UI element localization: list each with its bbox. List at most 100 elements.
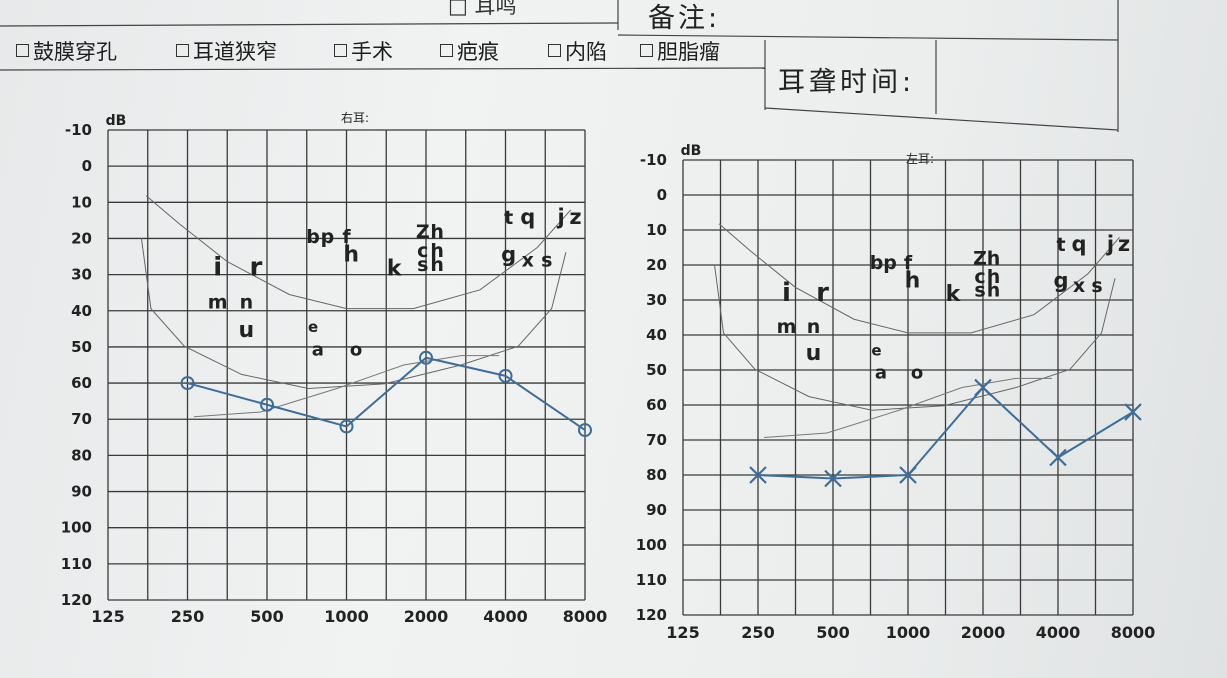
y-tick-label: 30 <box>646 291 667 309</box>
speech-sound-label: p <box>321 226 335 248</box>
speech-sound-label: z <box>569 205 581 229</box>
speech-sound-label: c <box>417 240 428 262</box>
speech-sound-label: x <box>1073 275 1085 297</box>
x-tick-label: 125 <box>666 623 699 642</box>
y-tick-label: 0 <box>82 157 92 175</box>
speech-sound-label: x <box>522 249 534 271</box>
threshold-marker-o <box>339 419 354 434</box>
y-tick-label: 60 <box>71 374 92 392</box>
speech-sound-label: m <box>777 316 797 338</box>
x-tick-label: 8000 <box>1111 623 1156 642</box>
threshold-marker-o <box>498 368 513 383</box>
cut-off-text: □ 耳鸣 <box>448 0 517 18</box>
chart-title: 右耳: <box>341 110 369 125</box>
y-tick-label: 20 <box>71 229 92 247</box>
speech-sound-label: s <box>541 249 552 271</box>
speech-sound-label: s <box>974 280 985 302</box>
speech-sound-label: b <box>306 226 320 248</box>
speech-banana-lower-curve <box>714 264 1116 411</box>
checkbox-scar[interactable]: 疤痕 <box>440 36 499 66</box>
speech-sound-label: m <box>208 292 228 314</box>
checkbox-label: 胆脂瘤 <box>657 40 720 64</box>
speech-sound-label: h <box>905 268 921 293</box>
x-tick-label: 125 <box>91 607 124 626</box>
speech-sound-label: i <box>213 253 222 283</box>
y-tick-label: -10 <box>65 121 92 139</box>
y-tick-label: 80 <box>646 466 667 484</box>
speech-sound-label: e <box>871 342 881 360</box>
x-tick-label: 500 <box>816 623 849 642</box>
speech-sound-label: n <box>240 292 254 314</box>
series-line-segment <box>504 375 586 431</box>
checkbox-box[interactable] <box>16 44 29 57</box>
checkbox-label: 手术 <box>351 40 393 64</box>
speech-sound-label: n <box>807 316 821 338</box>
speech-sound-label: k <box>946 282 962 307</box>
speech-sound-label: t <box>504 207 513 229</box>
x-tick-label: 250 <box>741 623 774 642</box>
y-tick-label: 80 <box>71 446 92 464</box>
form-header: □ 耳鸣 备注: 鼓膜穿孔 耳道狭窄 手术 疤痕 内陷 胆脂瘤 耳聋时间: <box>0 0 1227 140</box>
threshold-marker-o <box>578 423 592 438</box>
speech-sound-label: f <box>342 226 351 248</box>
checkbox-box[interactable] <box>640 44 653 57</box>
series-line-segment <box>425 356 506 377</box>
x-tick-label: 250 <box>171 607 204 626</box>
y-tick-label: 10 <box>71 193 92 211</box>
speech-sound-label: o <box>911 362 923 383</box>
checkbox-surgery[interactable]: 手术 <box>334 36 393 66</box>
threshold-marker-x <box>749 466 767 484</box>
y-axis-label: dB <box>681 143 702 159</box>
y-tick-label: 40 <box>71 302 92 320</box>
checkbox-box[interactable] <box>440 44 453 57</box>
remark-label: 备注: <box>648 3 721 34</box>
threshold-marker-o <box>260 397 274 412</box>
speech-sound-label: Z <box>416 221 430 243</box>
threshold-marker-o <box>180 376 195 391</box>
y-tick-label: 90 <box>646 501 667 519</box>
checkbox-retraction[interactable]: 内陷 <box>548 36 607 66</box>
x-tick-label: 1000 <box>886 623 931 642</box>
speech-sound-label: a <box>875 362 887 383</box>
speech-sound-label: k <box>387 257 403 282</box>
y-tick-label: 30 <box>71 266 92 284</box>
y-tick-label: 20 <box>646 256 667 274</box>
series-line-segment <box>187 382 268 406</box>
speech-sound-label: p <box>883 252 897 274</box>
checkbox-label: 内陷 <box>565 40 607 64</box>
x-tick-label: 2000 <box>404 607 449 626</box>
checkbox-box[interactable] <box>334 44 347 57</box>
y-tick-label: 120 <box>61 591 92 609</box>
chart-title: 左耳: <box>906 151 934 166</box>
checkbox-canal-stenosis[interactable]: 耳道狭窄 <box>176 36 277 66</box>
speech-sound-label: q <box>520 205 535 229</box>
threshold-marker-x <box>1124 403 1142 421</box>
checkbox-eardrum-perforation[interactable]: 鼓膜穿孔 <box>16 36 117 66</box>
speech-banana-upper-curve <box>145 195 572 310</box>
y-tick-label: 10 <box>646 221 667 239</box>
checkbox-box[interactable] <box>548 44 561 57</box>
threshold-marker-x <box>1049 448 1067 467</box>
checkbox-label: 耳道狭窄 <box>193 40 277 64</box>
series-line-segment <box>757 474 834 480</box>
speech-sound-label: e <box>308 318 318 336</box>
speech-banana-lower-curve <box>140 238 567 390</box>
series-line-segment <box>907 386 984 476</box>
speech-sound-label: s <box>417 254 428 276</box>
checkbox-cholesteatoma[interactable]: 胆脂瘤 <box>640 36 720 66</box>
y-tick-label: 100 <box>61 519 92 537</box>
speech-sound-label: h <box>430 240 444 262</box>
speech-sound-label: z <box>1118 232 1130 256</box>
series-line-segment <box>982 386 1059 459</box>
series-line-segment <box>832 474 909 480</box>
checkbox-box[interactable] <box>176 44 189 57</box>
series-line-segment <box>266 403 347 428</box>
y-tick-label: 100 <box>636 536 667 554</box>
speech-sound-label: a <box>312 340 324 361</box>
speech-sound-label: u <box>238 318 254 343</box>
speech-sound-label: h <box>987 266 1001 288</box>
speech-sound-label: f <box>904 252 913 274</box>
